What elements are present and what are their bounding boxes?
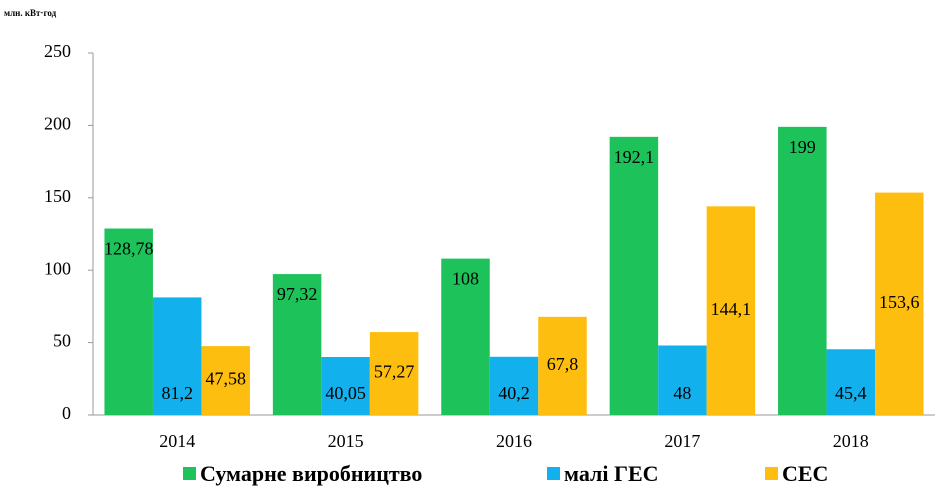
x-tick-label: 2015 xyxy=(328,431,364,451)
legend-label: Сумарне виробництво xyxy=(200,461,422,486)
data-label: 153,6 xyxy=(879,292,920,312)
bar xyxy=(321,357,370,415)
data-label: 97,32 xyxy=(277,284,318,304)
bar xyxy=(272,274,322,415)
data-label: 144,1 xyxy=(711,299,752,319)
data-label: 45,4 xyxy=(835,383,867,403)
y-tick-label: 250 xyxy=(44,41,71,61)
data-label: 81,2 xyxy=(161,383,193,403)
x-tick-label: 2018 xyxy=(833,431,869,451)
y-tick-label: 200 xyxy=(44,114,71,134)
y-tick-label: 50 xyxy=(53,331,71,351)
bar xyxy=(706,206,756,415)
data-label: 128,78 xyxy=(104,239,154,259)
bar xyxy=(875,192,924,415)
legend-label: СЕС xyxy=(782,461,828,486)
data-label: 57,27 xyxy=(374,362,415,382)
bar xyxy=(152,297,202,415)
bar xyxy=(104,228,153,415)
x-tick-label: 2016 xyxy=(496,431,532,451)
data-label: 67,8 xyxy=(547,354,579,374)
x-tick-label: 2014 xyxy=(159,431,195,451)
bar xyxy=(609,136,659,415)
x-tick-label: 2017 xyxy=(664,431,700,451)
y-tick-label: 150 xyxy=(44,186,71,206)
bar xyxy=(489,356,539,415)
legend-swatch xyxy=(183,467,196,480)
bar xyxy=(201,346,250,415)
bar xyxy=(778,126,827,416)
y-axis-unit: млн. кВт·год xyxy=(4,8,57,18)
legend-swatch xyxy=(547,467,560,480)
data-label: 47,58 xyxy=(205,369,246,389)
bar xyxy=(826,349,876,415)
data-label: 48 xyxy=(673,383,691,403)
data-label: 40,05 xyxy=(325,383,366,403)
legend-label: малі ГЕС xyxy=(564,461,659,486)
data-label: 108 xyxy=(452,269,479,289)
bar xyxy=(658,345,707,415)
data-label: 199 xyxy=(789,137,816,157)
y-tick-label: 100 xyxy=(44,258,71,278)
data-label: 40,2 xyxy=(498,383,530,403)
bar xyxy=(369,332,419,415)
y-tick-label: 0 xyxy=(62,403,71,423)
bar xyxy=(441,258,490,415)
bar xyxy=(538,316,587,415)
data-label: 192,1 xyxy=(614,147,655,167)
legend-swatch xyxy=(765,467,778,480)
